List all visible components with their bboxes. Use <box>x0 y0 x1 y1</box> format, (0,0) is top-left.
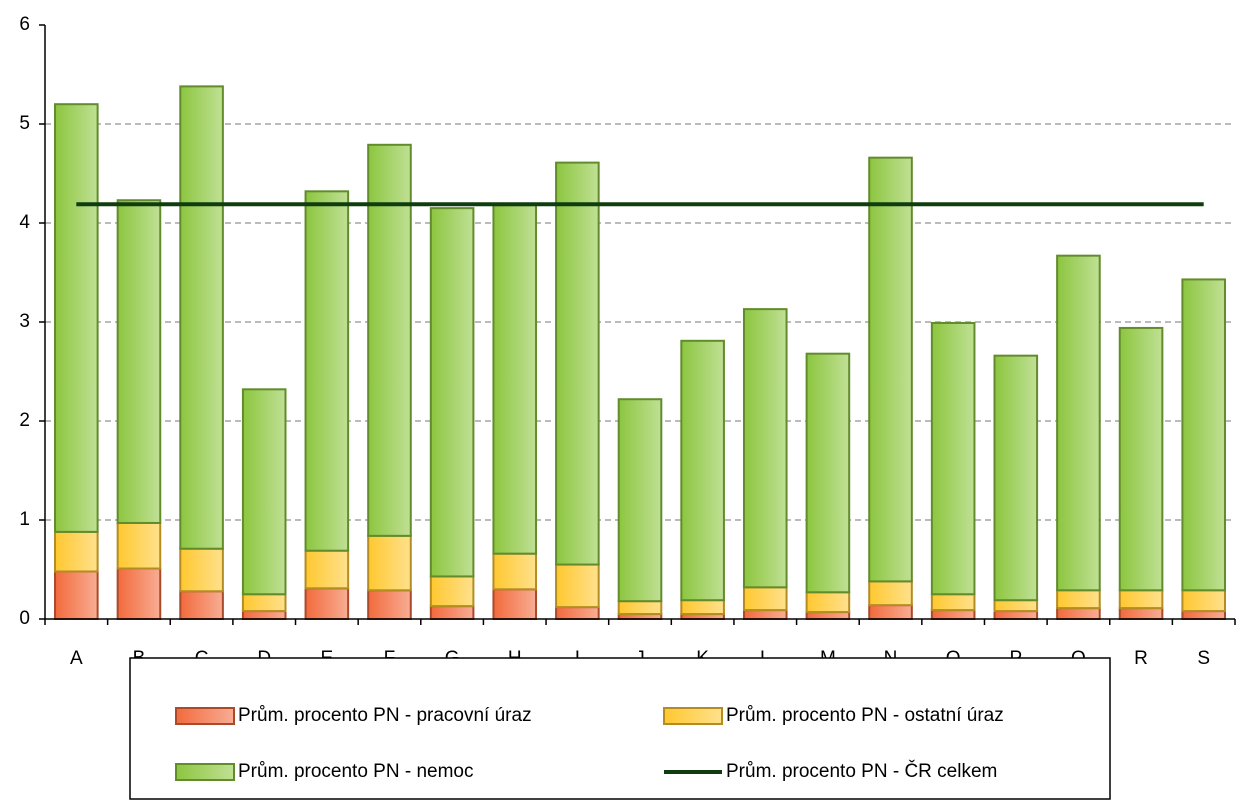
bar-segment <box>742 586 788 612</box>
bar-segment <box>54 530 99 573</box>
bar-segment <box>367 534 412 592</box>
bar-segment <box>680 339 725 602</box>
bar-segment <box>555 161 600 566</box>
y-tick-label: 4 <box>19 212 30 233</box>
bar-segment <box>993 354 1039 602</box>
bar-segment <box>993 599 1039 613</box>
x-tick-label: A <box>70 648 83 669</box>
bar-segment <box>742 308 788 589</box>
bar-segment <box>367 143 412 537</box>
y-tick-label: 5 <box>19 113 30 134</box>
bar-segment <box>179 590 224 621</box>
bar-segment <box>805 352 851 594</box>
bar-segment <box>492 552 538 591</box>
x-tick-label: R <box>1134 648 1148 669</box>
bar-segment <box>179 85 224 550</box>
bar-segment <box>429 575 475 608</box>
bar-segment <box>241 593 287 613</box>
bar-segment <box>868 156 913 583</box>
bar-segment <box>1118 589 1164 610</box>
bar-segment <box>930 593 976 612</box>
bar-segment <box>742 609 788 621</box>
bar-segment <box>241 610 287 621</box>
bar-segment <box>617 600 663 616</box>
bar-segment <box>304 587 350 620</box>
legend-swatch <box>175 763 235 781</box>
bar-segment <box>930 609 976 621</box>
bar-segment <box>1181 610 1226 621</box>
bar-segment <box>241 388 287 596</box>
bar-segment <box>1181 278 1226 592</box>
legend-label: Prům. procento PN - pracovní úraz <box>238 705 532 726</box>
legend-label: Prům. procento PN - ostatní úraz <box>726 705 1004 726</box>
bar-segment <box>868 604 913 621</box>
bar-segment <box>617 398 663 603</box>
bar-segment <box>1056 254 1101 592</box>
bar-segment <box>680 599 725 616</box>
bar-segment <box>805 591 851 614</box>
legend-label: Prům. procento PN - ČR celkem <box>726 760 997 782</box>
legend-swatch <box>663 707 723 725</box>
bar-segment <box>1181 589 1226 613</box>
bar-segment <box>492 588 538 620</box>
bar-segment <box>1056 589 1101 610</box>
bar-segment <box>304 549 350 590</box>
bar-segment <box>1056 607 1101 620</box>
bar-segment <box>54 103 99 533</box>
y-tick-label: 2 <box>19 410 30 431</box>
bar-segment <box>805 611 851 621</box>
y-tick-label: 1 <box>19 509 30 530</box>
legend-box <box>129 657 1111 800</box>
bar-segment <box>492 204 538 555</box>
bar-segment <box>429 605 475 621</box>
bar-segment <box>555 606 600 620</box>
bar-segment <box>930 321 976 596</box>
bar-segment <box>993 610 1039 621</box>
bar-segment <box>304 190 350 552</box>
bar-segment <box>1118 607 1164 620</box>
y-tick-label: 6 <box>19 14 30 35</box>
y-tick-label: 0 <box>19 608 30 629</box>
bar-segment <box>116 199 162 524</box>
bar-segment <box>116 521 162 570</box>
bar-segment <box>179 547 224 593</box>
bar-segment <box>1118 326 1164 592</box>
bar-segment <box>429 207 475 578</box>
bar-segment <box>54 570 99 620</box>
bar-segment <box>116 567 162 621</box>
x-tick-label: S <box>1197 648 1210 669</box>
bar-segment <box>555 563 600 609</box>
y-tick-label: 3 <box>19 311 30 332</box>
bar-segment <box>868 580 913 607</box>
legend-swatch <box>175 707 235 725</box>
bar-segment <box>367 589 412 620</box>
legend-label: Prům. procento PN - nemoc <box>238 761 473 782</box>
